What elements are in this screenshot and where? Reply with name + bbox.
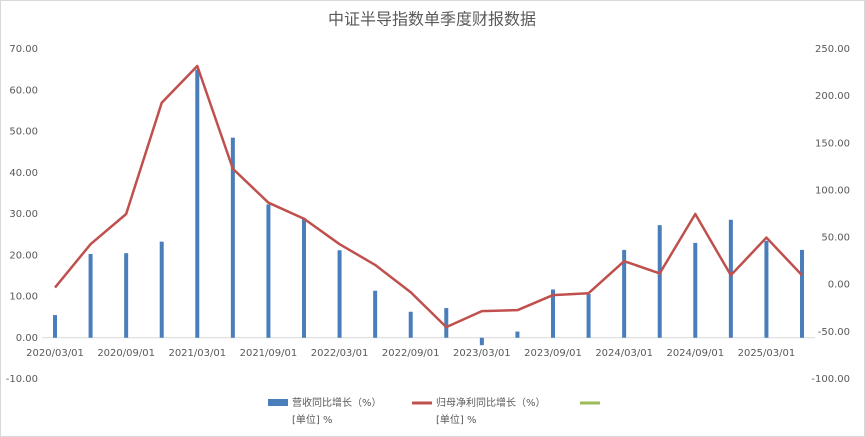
bar xyxy=(479,337,484,346)
y-tick-label: -10.00 xyxy=(6,374,38,385)
bar xyxy=(657,225,662,338)
y-tick-label: 30.00 xyxy=(9,209,38,220)
bar xyxy=(159,241,164,338)
x-tick-label: 2020/09/01 xyxy=(97,348,155,359)
x-tick-label: 2024/09/01 xyxy=(666,348,724,359)
bar xyxy=(88,254,93,338)
y-tick-label: 10.00 xyxy=(9,292,38,303)
y2-tick-label: -50.00 xyxy=(818,327,850,338)
bar xyxy=(728,219,733,338)
x-tick-label: 2024/03/01 xyxy=(595,348,653,359)
y2-tick-label: -100.00 xyxy=(811,374,850,385)
x-tick-label: 2025/03/01 xyxy=(738,348,796,359)
x-tick-label: 2020/03/01 xyxy=(26,348,84,359)
bar xyxy=(266,204,271,338)
x-tick-label: 2021/03/01 xyxy=(168,348,226,359)
bar xyxy=(195,69,200,338)
bar xyxy=(693,242,698,338)
legend-swatch xyxy=(268,399,288,406)
legend-unit: [单位] % xyxy=(292,413,332,426)
y2-tick-label: 50.00 xyxy=(821,233,850,244)
bar xyxy=(622,249,627,338)
y2-tick-label: 150.00 xyxy=(815,138,850,149)
bar xyxy=(764,240,769,338)
x-tick-label: 2023/03/01 xyxy=(453,348,511,359)
bar xyxy=(515,331,520,338)
bar xyxy=(337,250,342,338)
legend-unit: [单位] % xyxy=(436,413,476,426)
y2-tick-label: 200.00 xyxy=(815,91,850,102)
bar xyxy=(124,253,129,338)
x-tick-label: 2022/09/01 xyxy=(382,348,440,359)
bar xyxy=(373,290,378,338)
y2-tick-label: 250.00 xyxy=(815,44,850,55)
y2-tick-label: 100.00 xyxy=(815,185,850,196)
chart-title: 中证半导指数单季度财报数据 xyxy=(328,10,536,29)
bar xyxy=(230,137,235,338)
x-tick-label: 2023/09/01 xyxy=(524,348,582,359)
legend-label: 营收同比增长（%） xyxy=(292,396,382,409)
y-tick-label: 70.00 xyxy=(9,44,38,55)
bar xyxy=(408,311,413,338)
legend-label: 归母净利同比增长（%） xyxy=(436,396,546,409)
y-tick-label: 60.00 xyxy=(9,85,38,96)
line xyxy=(54,64,803,329)
bar xyxy=(800,249,804,338)
y-tick-label: 20.00 xyxy=(9,250,38,261)
bar xyxy=(586,294,591,338)
bar xyxy=(551,289,555,338)
bar xyxy=(444,308,449,338)
bar xyxy=(53,315,57,338)
x-tick-label: 2021/09/01 xyxy=(240,348,298,359)
y-tick-label: 50.00 xyxy=(9,127,38,138)
y-tick-label: 40.00 xyxy=(9,168,38,179)
y2-tick-label: 0.00 xyxy=(828,280,850,291)
bar xyxy=(302,218,306,338)
x-tick-label: 2022/03/01 xyxy=(311,348,369,359)
y-tick-label: 0.00 xyxy=(16,333,38,344)
